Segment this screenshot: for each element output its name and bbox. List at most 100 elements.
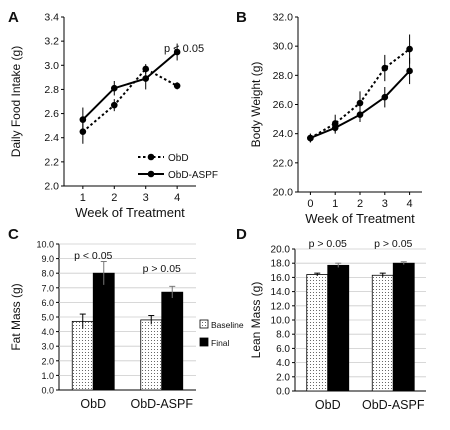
y-tick-label: 2.8 [44,84,59,96]
x-tick-label: 4 [174,192,180,204]
x-tick-label: 2 [111,192,117,204]
y-tick-label: 2.0 [276,372,290,383]
p-value-annotation: p > 0.05 [374,238,412,250]
bar-final [161,291,184,391]
y-tick-label: 30.0 [273,41,294,53]
data-point [381,64,389,72]
bar-baseline [306,274,329,392]
y-tick-label: 18.0 [271,259,291,270]
y-axis-label: Daily Food Intake (g) [9,46,23,157]
x-tick-label: ObD-ASPF [362,398,425,412]
data-point [110,101,118,109]
data-point [142,75,150,82]
panel-letter: D [236,226,247,243]
y-tick-label: 0.0 [276,387,290,398]
data-point [173,82,181,90]
y-tick-label: 3.0 [41,342,54,352]
y-tick-label: 3.4 [44,12,59,24]
data-point [356,111,364,119]
y-tick-label: 20.0 [273,187,294,199]
bar-final [392,262,415,392]
x-tick-label: ObD [315,398,341,412]
legend-label: ObD-ASPF [168,170,218,181]
panel-letter: C [8,226,19,243]
panel-d: D 0.0 2.0 4.0 6.0 8.0 10.0 12.0 14.0 16.0 18.0 20.0… [236,226,426,412]
bar-baseline [371,274,394,392]
legend-label: Baseline [211,320,244,330]
y-tick-label: 7.0 [41,283,54,293]
bar-final [92,272,115,391]
y-tick-label: 10.0 [271,316,291,327]
y-tick-label: 28.0 [273,70,294,82]
y-tick-label: 3.2 [44,36,59,48]
y-tick-label: 6.0 [276,344,290,355]
p-value-annotation: p > 0.05 [309,238,347,250]
x-tick-label: 3 [143,192,149,204]
y-tick-label: 22.0 [273,157,294,169]
data-point [356,99,364,107]
panel-c: C 0.0 1.0 2.0 3.0 4.0 5.0 6.0 7.0 8.0 9.0 10.0 Fat M… [8,226,244,411]
panel-b: B 20.0 22.0 24.0 26.0 28.0 30.0 32.0 Body Weight… [236,9,422,226]
y-tick-label: 24.0 [273,128,294,140]
y-tick-label: 12.0 [271,301,291,312]
x-tick-label: 2 [357,198,363,210]
y-axis-label: Body Weight (g) [249,62,263,148]
y-tick-label: 2.0 [41,356,54,366]
data-point [173,48,181,56]
y-tick-label: 14.0 [271,287,291,298]
data-point [307,134,314,142]
panel-letter: B [236,9,247,26]
y-tick-label: 5.0 [41,313,54,323]
x-tick-label: 0 [307,198,313,210]
y-tick-label: 4.0 [276,358,290,369]
x-axis-label: Week of Treatment [305,211,415,226]
y-tick-label: 0.0 [41,386,54,396]
y-tick-label: 3.0 [44,60,59,72]
x-tick-label: 1 [80,192,86,204]
x-tick-label: ObD-ASPF [130,397,193,411]
y-tick-label: 1.0 [41,371,54,381]
y-tick-label: 4.0 [41,327,54,337]
p-value-annotation: p > 0.05 [143,263,181,275]
data-point [381,93,389,101]
legend-marker [147,170,155,178]
data-point [79,116,87,123]
y-tick-label: 2.2 [44,156,59,168]
data-point [406,67,413,75]
series-line-0 [82,67,178,133]
x-tick-label: 3 [382,198,388,210]
p-value-annotation: p < 0.05 [164,43,204,55]
y-axis-label: Lean Mass (g) [249,282,263,359]
legend-label: Final [211,338,230,348]
y-tick-label: 32.0 [273,12,294,24]
bar-final [327,264,350,392]
data-point [331,124,339,132]
series-line-1 [82,51,178,121]
y-tick-label: 10.0 [36,240,54,250]
panel-a: A 2.0 2.2 2.4 2.6 2.8 3.0 3.2 3.4 Daily Food Inta… [8,9,218,220]
y-tick-label: 9.0 [41,254,54,264]
bar-baseline [71,320,94,391]
x-tick-label: ObD [80,397,106,411]
y-tick-label: 20.0 [271,245,291,256]
panel-letter: A [8,9,19,26]
legend-marker [147,153,155,161]
y-tick-label: 8.0 [41,269,54,279]
bar-baseline [140,319,163,391]
x-tick-label: 4 [407,198,413,210]
x-tick-label: 1 [332,198,338,210]
legend-label: ObD [168,153,189,164]
p-value-annotation: p < 0.05 [74,250,112,262]
legend-swatch-final [199,337,209,347]
y-tick-label: 6.0 [41,298,54,308]
y-tick-label: 8.0 [276,330,290,341]
x-axis-label: Week of Treatment [75,205,185,220]
data-point [406,45,413,53]
y-tick-label: 16.0 [271,273,291,284]
y-axis-label: Fat Mass (g) [9,283,23,350]
y-tick-label: 26.0 [273,99,294,111]
y-tick-label: 2.4 [44,132,59,144]
legend-swatch-baseline [199,319,209,329]
data-point [110,84,118,92]
